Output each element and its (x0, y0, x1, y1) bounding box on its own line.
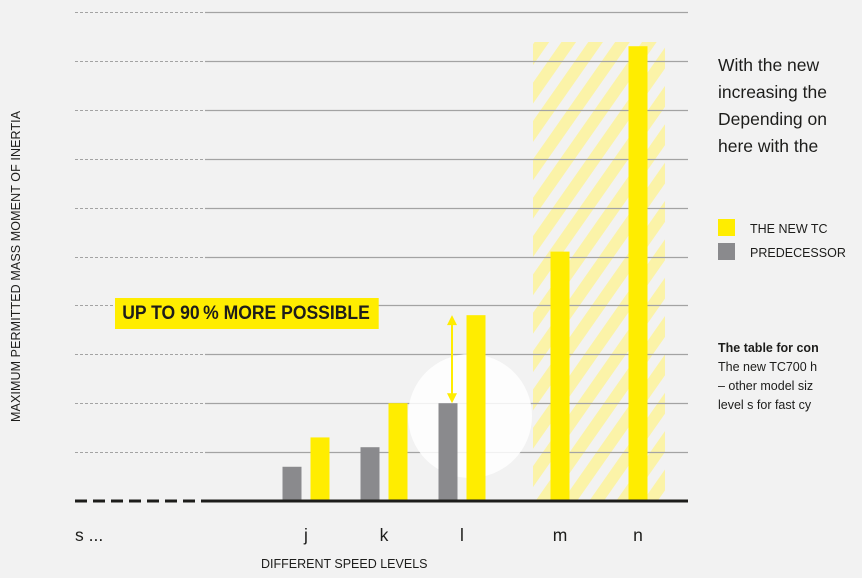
note-line: The new TC700 h (718, 360, 818, 374)
x-axis-label: DIFFERENT SPEED LEVELS (261, 557, 428, 571)
x-tick-label: m (553, 525, 568, 545)
bar-new-tc-j (310, 437, 330, 501)
intro-line: increasing the (718, 82, 827, 102)
bar-new-tc-k (388, 403, 408, 501)
bar-predecessor-j (282, 466, 302, 501)
bar-predecessor-k (360, 447, 380, 501)
intro-line: Depending on (718, 109, 827, 129)
legend-label: PREDECESSOR (750, 246, 846, 260)
intro-line: here with the (718, 136, 819, 156)
x-tick-label: k (380, 525, 389, 545)
bar-new-tc-n (628, 46, 648, 501)
x-tick-label: l (460, 525, 464, 545)
arrow-head-down (447, 393, 457, 404)
intro-line: With the new (718, 55, 820, 75)
y-axis-label: MAXIMUM PERMITTED MASS MOMENT OF INERTIA (9, 110, 23, 422)
bar-new-tc-l (466, 315, 486, 501)
legend-swatch-new-tc (718, 219, 735, 236)
legend-label: THE NEW TC (750, 222, 828, 236)
x-tick-label: n (633, 525, 643, 545)
bar-predecessor-l (438, 403, 458, 501)
legend-swatch-predecessor (718, 243, 735, 260)
x-tick-label: s ... (75, 525, 103, 545)
callout-badge: UP TO 90 % MORE POSSIBLE (115, 298, 379, 329)
bar-new-tc-m (550, 251, 570, 501)
note-title: The table for con (718, 341, 819, 355)
note-line: level s for fast cy (718, 398, 812, 412)
arrow-head-up (447, 315, 457, 326)
note-line: – other model siz (718, 379, 814, 393)
intro-text: With the new increasing the Depending on… (718, 52, 862, 160)
note-text: The table for con The new TC700 h – othe… (718, 339, 862, 415)
x-tick-label: j (303, 525, 308, 545)
